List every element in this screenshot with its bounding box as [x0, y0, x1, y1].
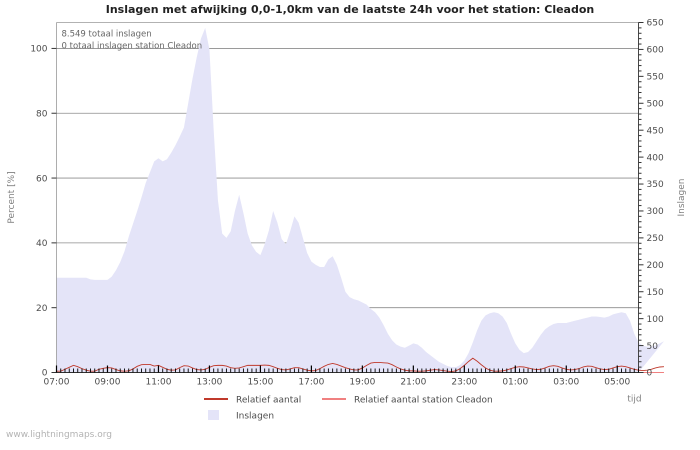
legend-label-inslagen: Inslagen [236, 411, 274, 421]
ytick-label-right: 400 [647, 153, 664, 163]
series-line-relatief-aantal [56, 357, 665, 372]
ytick-label-left: 100 [30, 45, 47, 55]
ytick-label-right: 100 [647, 315, 664, 325]
y-axis-title-left: Percent [%] [7, 171, 17, 223]
xtick-label: 11:00 [145, 378, 171, 388]
ytick-label-right: 250 [647, 234, 664, 244]
ytick-label-right: 450 [647, 126, 664, 136]
xtick-label: 15:00 [247, 378, 273, 388]
xtick-label: 05:00 [604, 378, 630, 388]
xtick-label: 17:00 [298, 378, 324, 388]
ytick-label-right: 500 [647, 99, 664, 109]
xtick-label: 01:00 [502, 378, 528, 388]
xtick-label: 09:00 [95, 378, 121, 388]
ytick-label-left: 0 [42, 369, 48, 379]
xtick-label: 19:00 [349, 378, 375, 388]
ytick-label-right: 150 [647, 288, 664, 298]
ytick-label-right: 200 [647, 261, 664, 271]
legend-label-relatief-aantal-station-cleadon: Relatief aantal station Cleadon [354, 395, 493, 405]
xtick-label: 07:00 [44, 378, 70, 388]
ytick-label-left: 80 [36, 109, 48, 119]
ytick-label-right: 50 [647, 342, 659, 352]
ytick-label-right: 300 [647, 207, 664, 217]
legend-swatch-inslagen [208, 410, 219, 420]
x-axis-title: tijd [627, 395, 641, 405]
y-axis-title-right: Inslagen [677, 178, 687, 216]
plot-annotation-1: 0 totaal inslagen station Cleadon [62, 42, 203, 52]
series-area-inslagen [56, 27, 664, 373]
xtick-label: 13:00 [196, 378, 222, 388]
legend-label-relatief-aantal: Relatief aantal [236, 395, 301, 405]
ytick-label-right: 0 [647, 369, 653, 379]
ytick-label-left: 40 [36, 239, 48, 249]
chart-title: Inslagen met afwijking 0,0-1,0km van de … [105, 3, 595, 16]
plot-annotation-0: 8.549 totaal inslagen [62, 30, 152, 40]
ytick-label-right: 600 [647, 46, 664, 56]
ytick-label-left: 60 [36, 174, 48, 184]
ytick-label-right: 650 [647, 19, 664, 29]
xtick-label: 21:00 [400, 378, 426, 388]
xtick-label: 03:00 [553, 378, 579, 388]
ytick-label-right: 550 [647, 73, 664, 83]
ytick-label-right: 350 [647, 180, 664, 190]
ytick-label-left: 20 [36, 304, 48, 314]
footer-watermark: www.lightningmaps.org [6, 430, 112, 440]
xtick-label: 23:00 [451, 378, 477, 388]
